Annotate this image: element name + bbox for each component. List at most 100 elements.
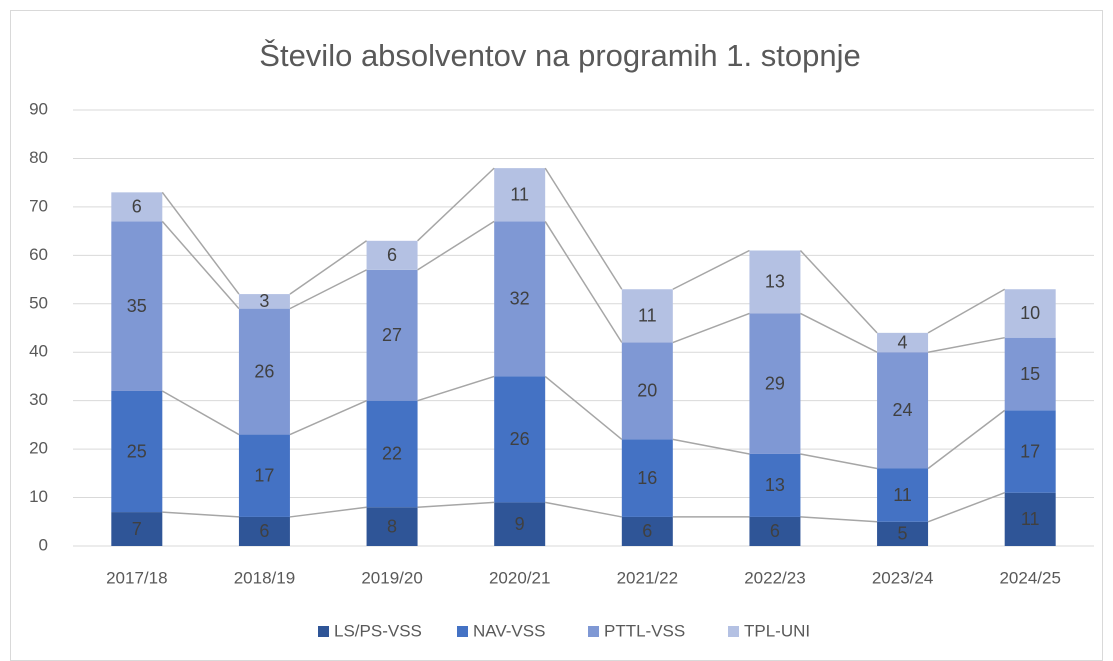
data-label: 6 — [132, 197, 142, 217]
bar-segment — [877, 468, 929, 522]
series-line — [927, 492, 1005, 523]
bar-segment — [621, 516, 673, 546]
bar-segment — [111, 512, 163, 546]
bar-segment — [621, 342, 673, 440]
bar-segment — [749, 313, 801, 454]
data-label: 32 — [510, 289, 530, 309]
data-label: 13 — [765, 475, 785, 495]
data-label: 5 — [898, 524, 908, 544]
data-label: 4 — [898, 332, 908, 352]
data-label: 26 — [254, 361, 274, 381]
data-label: 22 — [382, 444, 402, 464]
bar-segment — [238, 434, 290, 517]
legend-label: NAV-VSS — [473, 621, 545, 640]
bar-segment — [494, 221, 546, 377]
y-tick-label: 0 — [39, 535, 48, 554]
bar-segment — [111, 221, 163, 391]
bar-segment — [494, 168, 546, 222]
x-tick-label: 2024/25 — [999, 568, 1060, 587]
series-line — [161, 220, 240, 310]
series-line — [289, 506, 367, 518]
series-line — [417, 501, 495, 508]
bar-segment — [494, 502, 546, 546]
data-label: 17 — [254, 466, 274, 486]
bar-segment — [877, 352, 929, 469]
x-tick-label: 2017/18 — [106, 568, 167, 587]
data-label: 29 — [765, 373, 785, 393]
series-line — [289, 269, 367, 310]
legend-swatch — [588, 626, 599, 637]
series-line — [417, 167, 495, 242]
bar-segment — [621, 289, 673, 343]
bar-segment — [749, 250, 801, 314]
x-tick-label: 2021/22 — [617, 568, 678, 587]
y-tick-label: 60 — [29, 245, 48, 264]
bar-segment — [366, 240, 418, 270]
x-tick-label: 2022/23 — [744, 568, 805, 587]
x-tick-label: 2018/19 — [234, 568, 295, 587]
bar-segment — [366, 507, 418, 546]
series-line — [544, 221, 623, 343]
y-tick-label: 20 — [29, 439, 48, 458]
y-tick-label: 50 — [29, 293, 48, 312]
data-label: 11 — [510, 185, 529, 205]
bar-segment — [238, 294, 290, 309]
y-tick-label: 30 — [29, 390, 48, 409]
data-label: 10 — [1020, 303, 1040, 323]
data-label: 24 — [893, 400, 913, 420]
data-label: 27 — [382, 325, 402, 345]
series-line — [672, 438, 750, 455]
series-line — [800, 312, 878, 353]
series-line — [544, 167, 623, 290]
bar-segment — [238, 308, 290, 435]
series-line — [800, 516, 878, 523]
series-line — [289, 399, 367, 436]
y-tick-label: 10 — [29, 487, 48, 506]
data-label: 13 — [765, 272, 785, 292]
data-label: 11 — [638, 306, 657, 326]
y-tick-label: 70 — [29, 196, 48, 215]
series-line — [289, 240, 367, 295]
series-line — [927, 409, 1006, 470]
bar-segment — [366, 269, 418, 401]
legend-swatch — [457, 626, 468, 637]
data-label: 6 — [770, 521, 780, 541]
series-line — [800, 453, 878, 470]
bar-segment — [749, 453, 801, 517]
series-line — [417, 375, 495, 402]
data-label: 6 — [259, 521, 269, 541]
data-label: 3 — [259, 291, 269, 311]
legend-label: LS/PS-VSS — [334, 621, 422, 640]
legend-swatch — [728, 626, 739, 637]
y-tick-label: 40 — [29, 342, 48, 361]
bar-segment — [494, 376, 546, 503]
series-line — [161, 191, 240, 295]
chart-title: Število absolventov na programih 1. stop… — [259, 38, 860, 73]
data-label: 35 — [127, 296, 147, 316]
bar-segment — [238, 516, 290, 546]
data-label: 11 — [893, 485, 912, 505]
series-line — [545, 501, 622, 518]
bar-segment — [877, 332, 929, 353]
bar-segment — [366, 400, 418, 508]
bar-segment — [111, 390, 163, 513]
data-label: 17 — [1020, 441, 1040, 461]
bar-segment — [1004, 492, 1056, 546]
bar-segment — [111, 192, 163, 222]
series-line — [417, 220, 495, 271]
y-tick-label: 90 — [29, 99, 48, 118]
data-label: 8 — [387, 516, 397, 536]
series-line — [544, 375, 623, 441]
legend-label: PTTL-VSS — [604, 621, 685, 640]
series-line — [162, 511, 239, 518]
series-line — [799, 249, 878, 334]
bar-segment — [621, 439, 673, 517]
data-label: 6 — [642, 521, 652, 541]
data-label: 6 — [387, 245, 397, 265]
x-tick-label: 2019/20 — [361, 568, 422, 587]
series-line — [927, 336, 1005, 353]
bar-segment — [1004, 289, 1056, 338]
data-label: 11 — [1021, 509, 1040, 529]
bar-segment — [1004, 410, 1056, 493]
